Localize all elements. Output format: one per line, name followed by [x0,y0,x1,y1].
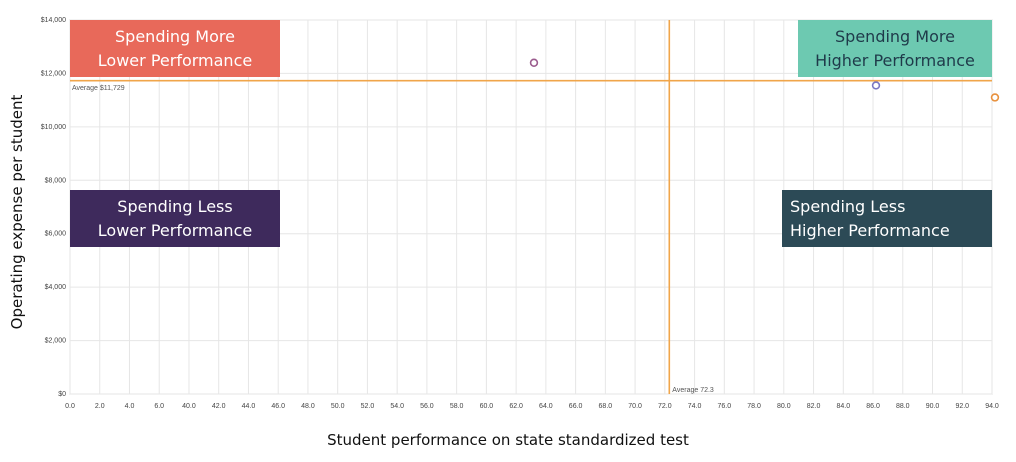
x-tick-label: 90.0 [926,403,940,410]
y-tick-label: $8,000 [45,177,67,184]
x-tick-label: 88.0 [896,403,910,410]
x-tick-label: 92.0 [955,403,969,410]
quadrant-line-1: Spending Less [117,197,233,216]
x-tick-label: 44.0 [242,403,256,410]
quadrant-line-2: Higher Performance [790,221,950,240]
x-tick-labels: 0.0 2.0 4.0 6.0 40.0 42.0 44.0 46.0 48.0 50.0 52.0… [65,403,999,410]
x-tick-label: 58.0 [450,403,464,410]
y-tick-label: $12,000 [41,70,66,77]
data-point [871,81,881,90]
y-tick-labels: $0 $2,000 $4,000 $6,000 $8,000 $10,000 $12,000… [41,17,66,398]
x-tick-label: 0.0 [65,403,75,410]
x-tick-label: 84.0 [836,403,850,410]
x-tick-label: 2.0 [95,403,105,410]
quadrant-line-1: Spending More [835,27,955,46]
y-axis-title: Operating expense per student [8,95,26,330]
x-tick-label: 80.0 [777,403,791,410]
x-tick-label: 56.0 [420,403,434,410]
x-tick-label: 64.0 [539,403,553,410]
x-tick-label: 76.0 [718,403,732,410]
x-tick-label: 68.0 [599,403,613,410]
y-tick-label: $6,000 [45,231,67,238]
x-tick-label: 60.0 [480,403,494,410]
quadrant-label-spending-less-higher-performance: Spending Less Higher Performance [782,190,992,247]
x-tick-label: 52.0 [361,403,375,410]
data-point [990,93,1000,102]
x-tick-label: 42.0 [212,403,226,410]
quadrant-line-1: Spending Less [790,197,906,216]
data-point [529,58,539,67]
y-tick-label: $0 [58,391,66,398]
x-tick-label: 4.0 [125,403,135,410]
y-average-label: Average $11,729 [72,85,125,92]
y-tick-label: $10,000 [41,124,66,131]
x-tick-label: 78.0 [747,403,761,410]
y-tick-label: $2,000 [45,338,67,345]
quadrant-line-2: Lower Performance [97,221,253,240]
quadrant-label-spending-less-lower-performance: Spending Less Lower Performance [70,190,280,247]
x-tick-label: 94.0 [985,403,999,410]
x-tick-label: 62.0 [509,403,523,410]
x-tick-label: 40.0 [182,403,196,410]
x-tick-label: 82.0 [807,403,821,410]
quadrant-label-spending-more-higher-performance: Spending More Higher Performance [798,20,992,77]
quadrant-line-1: Spending More [115,27,235,46]
x-tick-label: 74.0 [688,403,702,410]
x-tick-label: 86.0 [866,403,880,410]
quadrant-line-2: Higher Performance [815,51,975,70]
y-tick-label: $4,000 [45,284,67,291]
x-tick-label: 66.0 [569,403,583,410]
x-tick-label: 46.0 [271,403,285,410]
x-tick-label: 72.0 [658,403,672,410]
quadrant-label-spending-more-lower-performance: Spending More Lower Performance [70,20,280,77]
reference-lines [70,20,992,394]
x-tick-label: 54.0 [390,403,404,410]
x-tick-label: 50.0 [331,403,345,410]
quadrant-line-2: Lower Performance [97,51,253,70]
x-tick-label: 6.0 [154,403,164,410]
x-average-label: Average 72.3 [672,387,714,394]
x-tick-label: 48.0 [301,403,315,410]
x-tick-label: 70.0 [628,403,642,410]
x-axis-title: Student performance on state standardize… [327,431,689,449]
y-tick-label: $14,000 [41,17,66,24]
